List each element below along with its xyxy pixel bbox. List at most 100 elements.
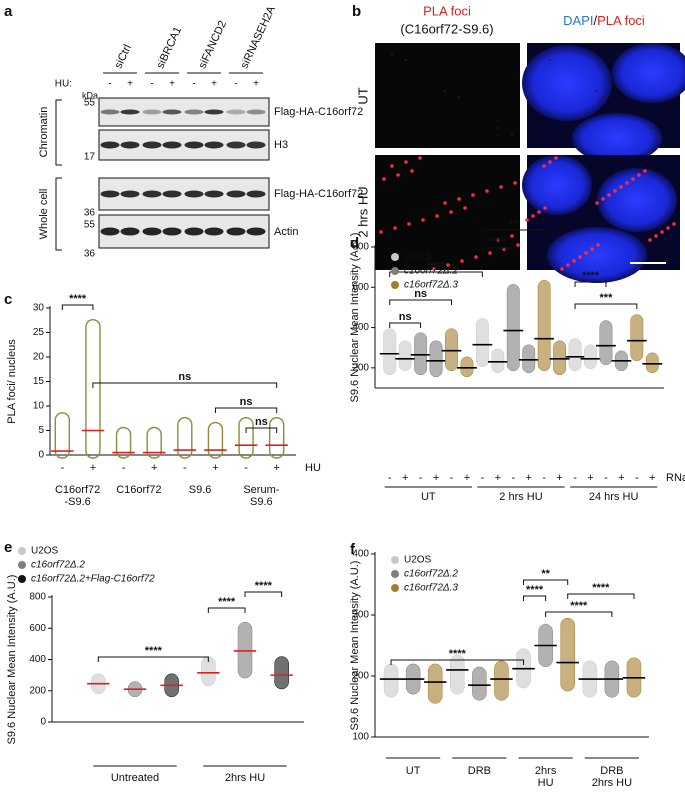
pla-focus [643,169,647,173]
treatment-sign: - [244,462,248,474]
nucleus [547,227,647,283]
y-tick-label: 600 [29,623,46,634]
pla-focus [613,189,617,193]
pla-focus [625,181,629,185]
fraction-bracket [55,99,62,251]
band [204,227,224,236]
pla-focus [602,96,604,98]
pla-focus [637,173,641,177]
y-tick-label: 200 [352,671,369,682]
significance-label: ** [541,568,550,580]
band [162,141,182,149]
pla-focus [404,160,408,164]
legend-label: c16orf72Δ.3 [404,583,458,594]
band [100,109,120,115]
pla-focus [449,210,453,214]
pla-focus [485,189,489,193]
significance-label: **** [592,582,610,594]
treatment-sign: - [122,462,126,474]
fraction-label: Whole cell [38,189,50,240]
pla-focus [457,197,461,201]
pla-focus [410,169,414,173]
y-tick-label: 15 [33,376,45,387]
fraction-label: Chromatin [38,107,50,158]
legend-marker [391,281,399,289]
panel-label: d [350,235,359,252]
panel-label: f [350,541,356,558]
pla-focus [631,177,635,181]
image-subtitle: (C16orf72-S9.6) [400,21,493,36]
band [204,141,224,149]
legend-label: c16orf72Δ.2+Flag-C16orf72 [31,574,155,585]
legend-label: c16orf72Δ.2 [31,560,85,571]
value-range [383,663,399,698]
title-part: PLA foci [597,13,645,28]
band-label: Actin [274,226,298,238]
value-range [553,340,567,376]
pla-focus [666,226,670,230]
treatment-sign: + [618,472,624,484]
significance-bracket [92,382,278,388]
micrograph [375,155,520,270]
condition-label: 2hrs HU [225,772,265,784]
value-range [85,319,101,459]
significance-label: **** [255,580,273,592]
value-range [146,426,162,459]
pla-focus [596,243,600,247]
band-label: Flag-HA-C16orf72 [274,188,363,200]
value-range [450,654,465,695]
significance-bracket [61,304,94,310]
treatment-sign: - [388,472,392,484]
marker: 55 [84,98,96,109]
treatment-sign: - [60,462,64,474]
treatment-title: RNaseH [666,472,685,484]
treatment-sign: + [402,472,408,484]
value-range [491,348,505,374]
treatment-sign: - [542,472,546,484]
significance-label: **** [570,600,588,612]
treatment-title: HU [305,462,321,474]
significance-bracket [481,247,514,253]
y-tick-label: 400 [352,549,369,560]
treatment-sign: - [450,472,454,484]
hu-sign: + [253,79,259,90]
band [162,227,182,236]
value-range [445,328,458,372]
band [204,190,224,198]
pla-focus [537,210,541,214]
treatment-sign: + [556,472,562,484]
nucleus [572,113,662,163]
value-range [537,280,551,372]
significance-label: ns [240,396,253,408]
y-tick-label: 200 [352,362,369,373]
pla-focus [525,218,529,222]
pla-focus [446,263,450,267]
band [120,190,140,198]
pla-focus [648,238,652,242]
value-range [599,320,613,366]
y-tick-label: 0 [40,717,46,728]
legend-marker [391,267,399,275]
pla-focus [396,173,400,177]
y-tick-label: 800 [352,242,369,253]
pla-focus [672,222,676,226]
treatment-sign: + [587,472,593,484]
hu-sign: - [234,79,237,90]
band [142,141,162,149]
band [184,141,204,149]
y-tick-label: 5 [38,425,44,436]
panel-label: e [4,539,12,556]
pla-focus [590,247,594,251]
y-axis-label: S9.6 Nuclear Mean Intensity (A.U.) [349,561,361,731]
pla-focus [554,156,558,160]
pla-focus [601,197,605,201]
value-range [494,660,509,701]
pla-focus [578,255,582,259]
pla-focus [497,127,499,129]
value-range [177,417,193,459]
pla-focus [542,164,546,168]
value-range [268,417,285,459]
value-range [238,417,254,459]
value-range [568,338,582,372]
